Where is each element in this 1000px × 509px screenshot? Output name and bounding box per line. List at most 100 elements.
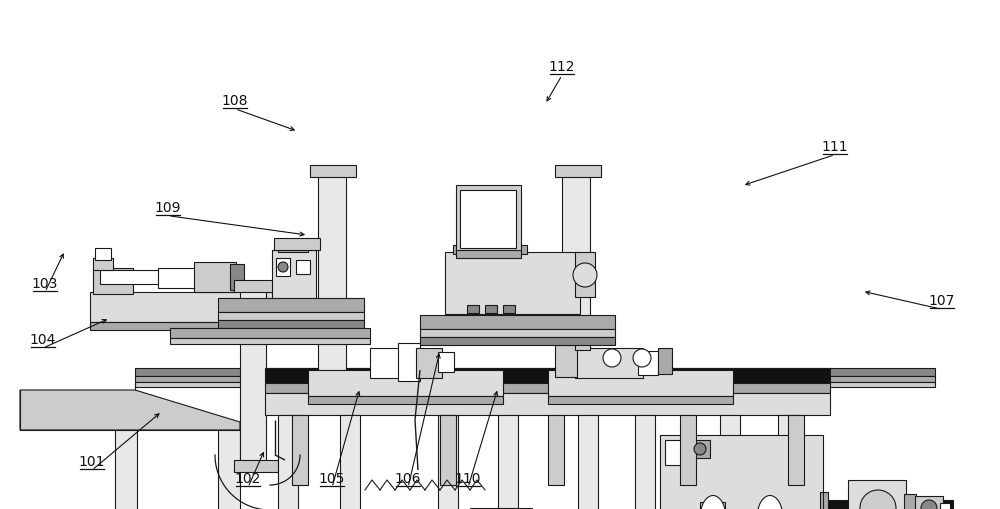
Bar xyxy=(135,382,935,387)
Bar xyxy=(720,415,740,509)
Bar xyxy=(778,415,798,509)
Bar xyxy=(310,165,356,177)
Bar xyxy=(660,435,823,509)
Bar xyxy=(370,348,402,378)
Text: 101: 101 xyxy=(79,455,105,469)
Text: 103: 103 xyxy=(32,277,58,291)
Bar xyxy=(915,496,943,509)
Bar xyxy=(230,264,244,290)
Bar xyxy=(296,260,310,274)
Bar xyxy=(692,440,710,458)
Ellipse shape xyxy=(757,495,783,509)
Bar xyxy=(635,415,655,509)
Bar xyxy=(420,329,615,337)
Bar xyxy=(218,312,364,320)
Bar xyxy=(788,415,804,485)
Circle shape xyxy=(694,443,706,455)
Bar xyxy=(638,351,658,375)
Bar xyxy=(548,396,733,404)
Bar xyxy=(194,262,236,292)
Bar xyxy=(135,376,935,382)
Text: 111: 111 xyxy=(822,139,848,154)
Bar xyxy=(100,270,165,284)
Circle shape xyxy=(860,490,896,509)
Bar xyxy=(700,502,725,509)
Bar xyxy=(318,175,346,370)
Bar xyxy=(575,348,643,378)
Bar xyxy=(218,430,240,509)
Bar xyxy=(265,393,830,415)
Circle shape xyxy=(633,349,651,367)
Bar xyxy=(503,245,527,254)
Bar xyxy=(276,258,290,276)
Bar xyxy=(823,500,953,509)
Bar xyxy=(398,343,420,381)
Circle shape xyxy=(603,349,621,367)
Text: 110: 110 xyxy=(455,472,481,487)
Bar xyxy=(278,244,308,252)
Text: 105: 105 xyxy=(319,472,345,487)
Text: 106: 106 xyxy=(395,472,421,487)
Bar xyxy=(460,190,516,248)
Bar xyxy=(170,328,370,338)
Bar xyxy=(308,396,503,404)
Bar xyxy=(158,268,220,288)
Bar xyxy=(470,508,532,509)
Bar xyxy=(562,175,590,370)
Bar xyxy=(575,252,595,297)
Bar xyxy=(115,430,137,509)
Bar xyxy=(555,165,601,177)
Ellipse shape xyxy=(700,495,726,509)
Bar xyxy=(548,370,733,396)
Bar xyxy=(170,338,370,344)
Bar xyxy=(240,290,266,465)
Text: 108: 108 xyxy=(222,94,248,108)
Bar xyxy=(438,415,458,509)
Bar xyxy=(438,352,454,372)
Bar xyxy=(665,440,690,465)
Bar xyxy=(218,298,364,312)
Bar xyxy=(90,292,280,322)
Bar xyxy=(548,415,564,485)
Bar xyxy=(848,480,906,509)
Bar xyxy=(555,345,577,377)
Text: 102: 102 xyxy=(235,472,261,487)
Bar xyxy=(485,305,497,313)
Bar xyxy=(940,503,950,509)
Bar xyxy=(498,415,518,509)
Bar xyxy=(218,320,364,328)
Bar xyxy=(292,415,308,485)
Bar xyxy=(274,238,320,250)
Bar xyxy=(93,258,113,270)
Bar xyxy=(456,250,521,258)
Bar xyxy=(578,415,598,509)
Bar xyxy=(416,348,442,378)
Polygon shape xyxy=(20,390,240,430)
Bar xyxy=(308,370,503,396)
Circle shape xyxy=(278,262,288,272)
Bar xyxy=(234,460,278,472)
Bar xyxy=(95,248,111,260)
Bar xyxy=(272,250,316,300)
Text: 112: 112 xyxy=(549,60,575,74)
Text: 104: 104 xyxy=(30,333,56,347)
Circle shape xyxy=(921,500,937,509)
Bar xyxy=(135,368,935,376)
Bar xyxy=(265,368,830,383)
Bar xyxy=(234,280,278,292)
Bar xyxy=(575,335,590,350)
Bar xyxy=(440,415,456,485)
Bar xyxy=(93,268,133,294)
Bar xyxy=(265,383,830,393)
Bar xyxy=(340,415,360,509)
Bar xyxy=(658,348,672,374)
Bar xyxy=(420,315,615,329)
Bar xyxy=(445,252,580,314)
Text: 109: 109 xyxy=(155,201,181,215)
Bar xyxy=(453,245,477,254)
Bar xyxy=(467,305,479,313)
Circle shape xyxy=(573,263,597,287)
Bar xyxy=(278,415,298,509)
Text: 107: 107 xyxy=(929,294,955,308)
Bar xyxy=(904,494,916,509)
